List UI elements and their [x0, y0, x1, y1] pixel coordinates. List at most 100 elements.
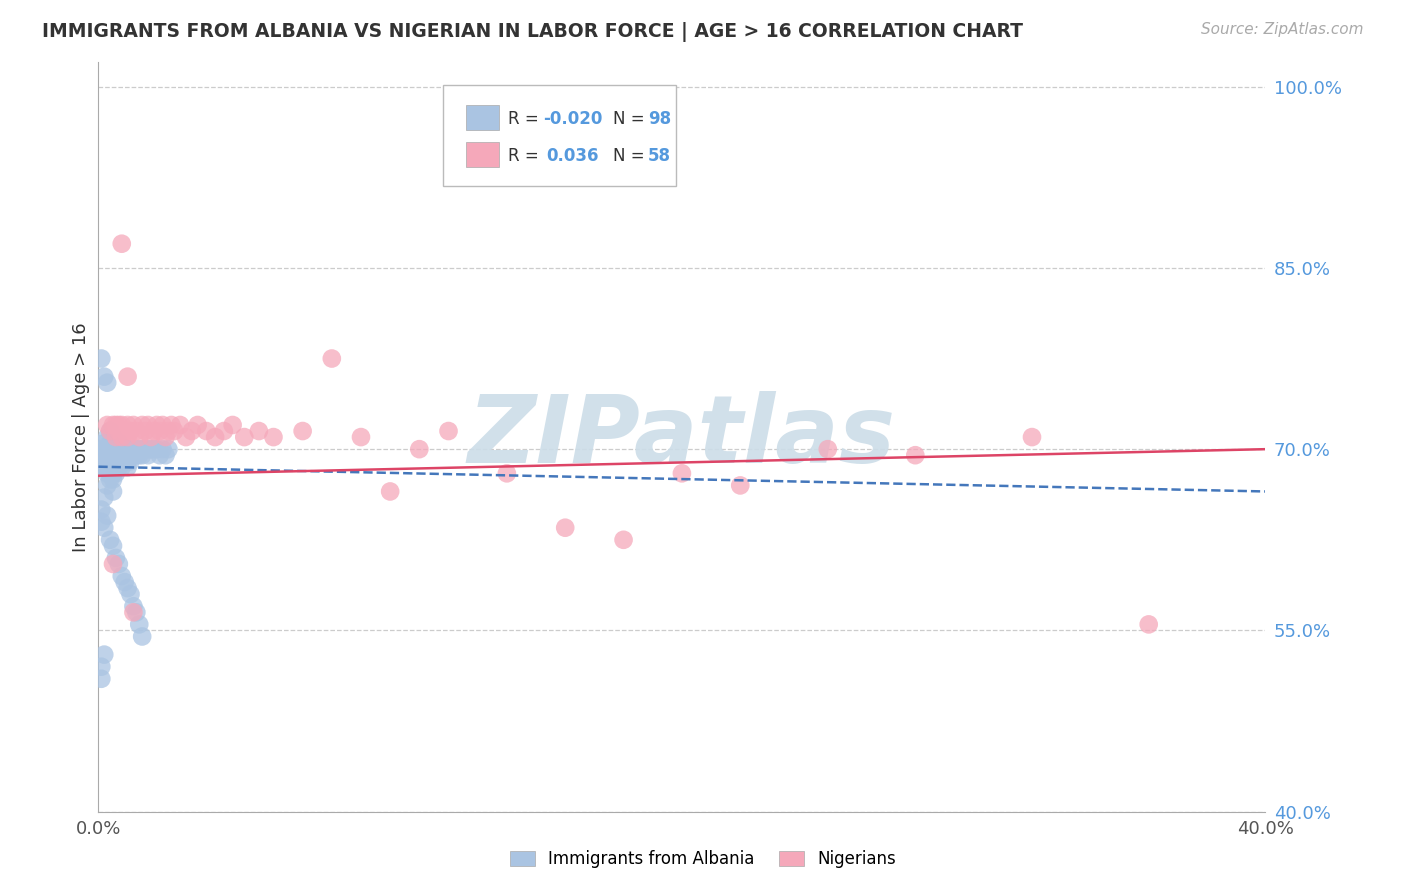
Point	[142, 442, 165, 457]
Point	[98, 448, 121, 462]
Point	[117, 369, 139, 384]
Point	[90, 502, 112, 516]
Point	[98, 436, 121, 450]
Point	[96, 460, 118, 475]
Point	[90, 515, 112, 529]
Point	[111, 236, 134, 251]
Point	[139, 430, 162, 444]
Point	[128, 442, 150, 457]
Point	[111, 417, 134, 432]
Point	[96, 442, 118, 457]
Point	[114, 454, 136, 468]
FancyBboxPatch shape	[465, 104, 499, 130]
Point	[114, 442, 136, 457]
Point	[125, 424, 148, 438]
Point	[98, 424, 121, 438]
Point	[131, 442, 153, 457]
Point	[101, 430, 124, 444]
Point	[111, 569, 134, 583]
Point	[104, 467, 127, 481]
Point	[104, 448, 127, 462]
Point	[146, 442, 169, 457]
Point	[111, 460, 134, 475]
Point	[93, 460, 115, 475]
Point	[212, 424, 235, 438]
Point	[117, 460, 139, 475]
Point	[117, 442, 139, 457]
Point	[136, 417, 159, 432]
Point	[120, 587, 142, 601]
Point	[93, 521, 115, 535]
Point	[104, 417, 127, 432]
Point	[98, 472, 121, 486]
Point	[187, 417, 209, 432]
Text: Source: ZipAtlas.com: Source: ZipAtlas.com	[1201, 22, 1364, 37]
Text: R =: R =	[508, 110, 544, 128]
Point	[157, 442, 180, 457]
Point	[104, 460, 127, 475]
Point	[108, 442, 131, 457]
Point	[114, 448, 136, 462]
Point	[90, 672, 112, 686]
Point	[122, 599, 145, 614]
Point	[108, 417, 131, 432]
Point	[134, 442, 156, 457]
Point	[122, 442, 145, 457]
Point	[104, 442, 127, 457]
Point	[152, 442, 174, 457]
Point	[96, 430, 118, 444]
Point	[90, 442, 112, 457]
Point	[108, 436, 131, 450]
Point	[128, 448, 150, 462]
Point	[98, 460, 121, 475]
Point	[128, 617, 150, 632]
Point	[134, 424, 156, 438]
Point	[108, 424, 131, 438]
Point	[437, 424, 460, 438]
Point	[671, 467, 693, 481]
Point	[101, 454, 124, 468]
Point	[125, 605, 148, 619]
Legend: Immigrants from Albania, Nigerians: Immigrants from Albania, Nigerians	[503, 844, 903, 875]
Point	[904, 448, 927, 462]
Point	[104, 550, 127, 565]
Point	[90, 351, 112, 366]
Point	[136, 442, 159, 457]
Point	[1137, 617, 1160, 632]
Point	[108, 454, 131, 468]
Point	[136, 448, 159, 462]
Point	[120, 448, 142, 462]
Point	[101, 472, 124, 486]
Point	[108, 557, 131, 571]
Point	[101, 460, 124, 475]
Point	[101, 417, 124, 432]
Point	[93, 491, 115, 505]
Point	[93, 454, 115, 468]
Point	[163, 424, 186, 438]
Point	[96, 417, 118, 432]
Point	[96, 478, 118, 492]
Point	[98, 467, 121, 481]
Point	[96, 508, 118, 523]
Text: 0.036: 0.036	[547, 147, 599, 165]
Point	[101, 557, 124, 571]
Point	[120, 424, 142, 438]
Point	[117, 430, 139, 444]
Point	[117, 448, 139, 462]
Point	[111, 442, 134, 457]
Text: R =: R =	[508, 147, 550, 165]
Point	[122, 605, 145, 619]
Point	[108, 460, 131, 475]
Text: N =: N =	[613, 147, 650, 165]
Point	[101, 442, 124, 457]
Point	[146, 417, 169, 432]
Point	[155, 430, 177, 444]
Point	[139, 442, 162, 457]
Point	[120, 454, 142, 468]
Point	[180, 424, 202, 438]
Point	[90, 460, 112, 475]
Point	[93, 648, 115, 662]
Point	[104, 430, 127, 444]
Point	[247, 424, 270, 438]
Point	[155, 448, 177, 462]
